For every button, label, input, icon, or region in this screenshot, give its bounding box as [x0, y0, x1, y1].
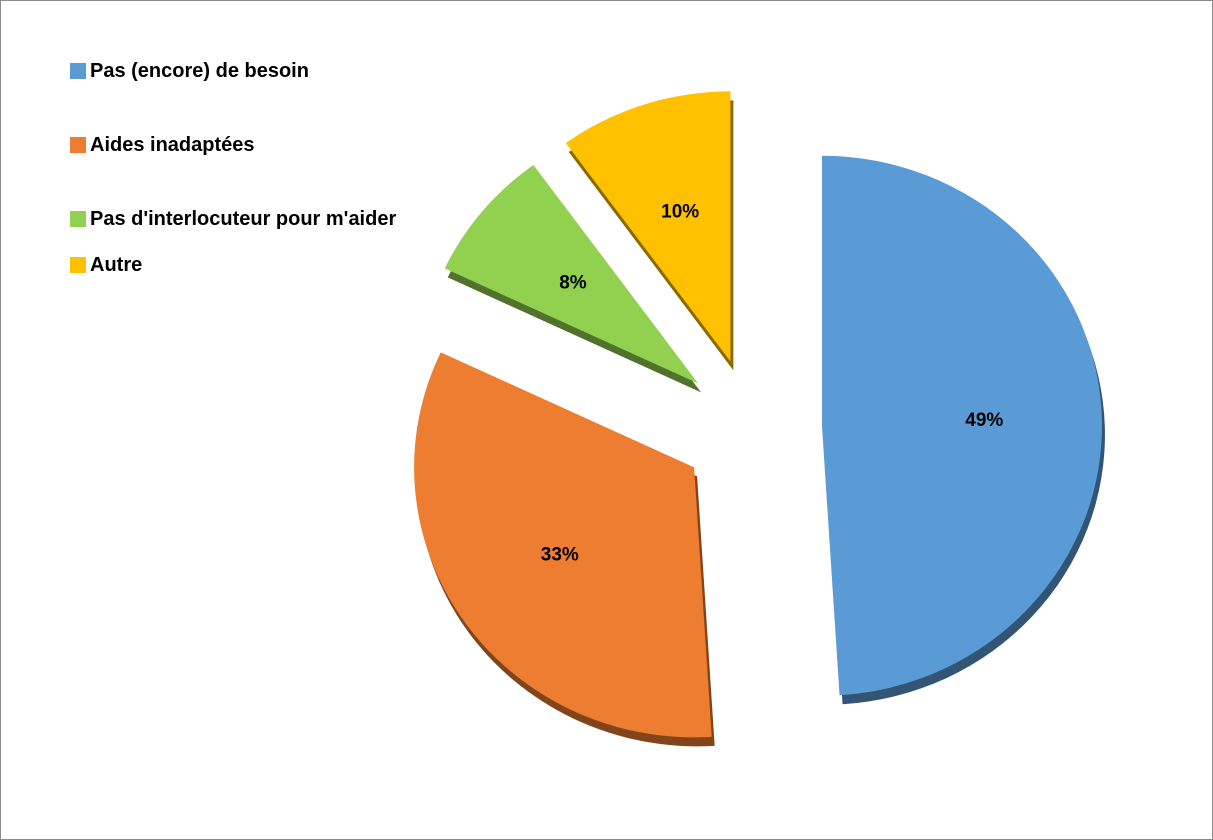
legend-item: Pas d'interlocuteur pour m'aider: [70, 204, 400, 234]
legend-swatch: [70, 137, 86, 153]
legend-item: Autre: [70, 250, 400, 280]
legend-label: Pas d'interlocuteur pour m'aider: [90, 208, 397, 230]
legend: Pas (encore) de besoin Aides inadaptées Pa…: [70, 56, 400, 324]
legend-item: Aides inadaptées: [70, 130, 400, 160]
legend-swatch: [70, 63, 86, 79]
data-label: 8%: [559, 273, 587, 294]
data-label: 10%: [661, 202, 699, 223]
legend-label: Aides inadaptées: [90, 134, 255, 156]
legend-label: Pas (encore) de besoin: [90, 60, 309, 82]
slice: [821, 155, 1102, 696]
slice: [414, 352, 712, 738]
slice: [444, 164, 699, 384]
data-label: 49%: [965, 410, 1003, 431]
slice: [565, 91, 731, 362]
legend-swatch: [70, 257, 86, 273]
legend-label: Autre: [90, 254, 143, 276]
data-label: 33%: [541, 544, 579, 565]
legend-swatch: [70, 211, 86, 227]
legend-item: Pas (encore) de besoin: [70, 56, 400, 86]
